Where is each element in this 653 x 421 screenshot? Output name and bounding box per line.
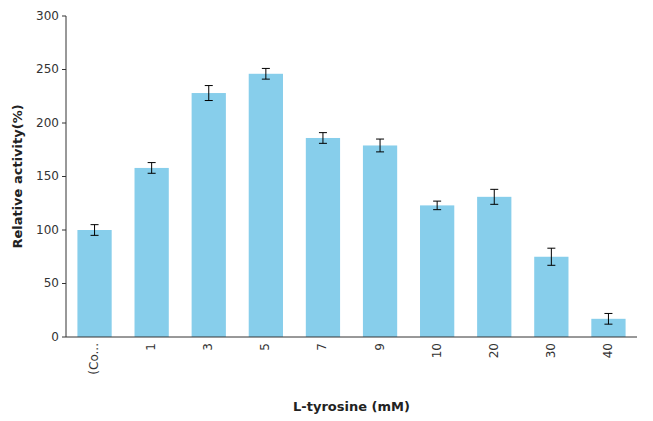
y-tick-label: 250 [36, 62, 59, 76]
x-tick-label: 30 [544, 343, 558, 358]
error-bar [433, 201, 441, 210]
error-cap [262, 68, 270, 69]
error-bar [205, 86, 213, 101]
y-tick-label: 200 [36, 116, 59, 130]
x-tick-label: 20 [487, 343, 501, 358]
error-cap [91, 235, 99, 236]
error-cap [205, 85, 213, 86]
error-cap [376, 151, 384, 152]
y-axis-label: Relative activity(%) [10, 104, 25, 248]
error-cap [490, 189, 498, 190]
axes: 0 50 100 150 200 250 300 (Co... 1 3 5 7 9 10 20 30 40 [36, 9, 637, 375]
error-cap [205, 100, 213, 101]
error-line [322, 133, 323, 144]
x-tick-label: 3 [201, 343, 215, 351]
error-bar [604, 313, 612, 324]
error-line [494, 189, 495, 204]
error-line [380, 139, 381, 152]
bar [77, 230, 111, 337]
bar [363, 145, 397, 337]
x-tick-label: 1 [144, 343, 158, 351]
y-tick [62, 69, 66, 70]
y-tick [62, 283, 66, 284]
bar [249, 74, 283, 337]
error-bar [490, 189, 498, 204]
error-line [265, 68, 266, 79]
error-line [208, 86, 209, 101]
error-cap [433, 209, 441, 210]
bar [306, 138, 340, 337]
y-tick-label: 100 [36, 223, 59, 237]
error-bar [547, 248, 555, 265]
plot-area [77, 68, 625, 337]
error-line [608, 313, 609, 324]
chart-container: 0 50 100 150 200 250 300 (Co... 1 3 5 7 9 10 20 30 40 L-t… [0, 0, 653, 421]
error-cap [547, 248, 555, 249]
error-line [94, 225, 95, 236]
y-tick [62, 16, 66, 17]
error-cap [148, 173, 156, 174]
x-tick-label: 7 [315, 343, 329, 351]
y-tick-label: 150 [36, 169, 59, 183]
error-cap [319, 132, 327, 133]
y-tick [62, 176, 66, 177]
error-line [551, 248, 552, 265]
error-cap [433, 201, 441, 202]
y-tick [62, 230, 66, 231]
error-cap [148, 162, 156, 163]
y-tick-label: 50 [44, 276, 59, 290]
error-cap [490, 204, 498, 205]
x-tick-label: 5 [258, 343, 272, 351]
error-cap [376, 139, 384, 140]
y-tick-label: 0 [51, 330, 59, 344]
error-bar [319, 133, 327, 144]
error-cap [319, 143, 327, 144]
error-line [437, 201, 438, 210]
x-tick-label: 9 [373, 343, 387, 351]
error-bar [376, 139, 384, 152]
bar [534, 257, 568, 337]
error-cap [604, 313, 612, 314]
error-cap [262, 79, 270, 80]
error-line [151, 163, 152, 174]
y-tick [62, 123, 66, 124]
error-cap [547, 265, 555, 266]
error-bar [148, 163, 156, 174]
y-tick-label: 300 [36, 9, 59, 23]
error-bar [262, 68, 270, 79]
x-tick-label: 10 [430, 343, 444, 358]
error-bar [91, 225, 99, 236]
x-tick-label: 40 [601, 343, 615, 358]
x-axis-line [66, 337, 637, 338]
bar [135, 168, 169, 337]
bar [477, 197, 511, 337]
chart-svg: 0 50 100 150 200 250 300 (Co... 1 3 5 7 9 10 20 30 40 L-t… [0, 0, 653, 421]
bar [420, 205, 454, 337]
error-cap [91, 224, 99, 225]
y-tick [62, 337, 66, 338]
x-axis-label: L-tyrosine (mM) [293, 399, 410, 414]
error-cap [604, 324, 612, 325]
x-tick-label: (Co... [87, 343, 101, 375]
bar [192, 93, 226, 337]
